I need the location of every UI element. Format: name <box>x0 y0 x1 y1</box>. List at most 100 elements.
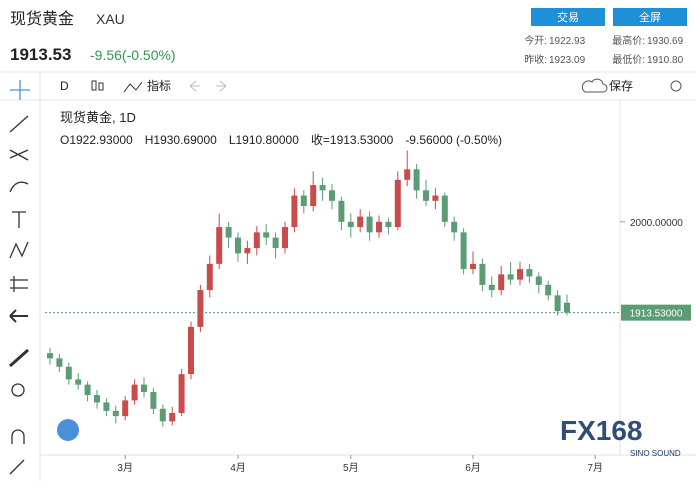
candle-body <box>310 185 317 207</box>
stat-label: 今开: <box>524 34 547 47</box>
candle-body <box>291 195 298 228</box>
legend-value: O1922.93000 <box>60 133 133 147</box>
candle-body <box>423 190 429 201</box>
candle-body <box>169 412 176 422</box>
legend-value: 收=1913.53000 <box>311 133 394 147</box>
candle-body <box>498 274 505 291</box>
candle-body <box>329 190 335 201</box>
candle-body <box>112 410 119 417</box>
x-tick-label: 5月 <box>343 462 359 474</box>
y-tick-label: 2000.00000 <box>630 218 683 229</box>
instrument-name: 现货黄金 <box>10 10 74 28</box>
candle-body <box>206 263 213 291</box>
candle-body <box>253 232 260 249</box>
stat-label: 昨收: <box>524 53 547 66</box>
x-tick-label: 3月 <box>117 462 133 474</box>
candle-body <box>432 195 439 201</box>
chart-title: 现货黄金, 1D <box>60 110 136 125</box>
candle-body <box>225 227 232 238</box>
candle-body <box>451 221 458 233</box>
candle-body <box>564 302 570 313</box>
crosshair-tool[interactable] <box>10 80 30 100</box>
candle-body <box>150 391 157 409</box>
candle-body <box>131 384 138 401</box>
candle-body <box>517 269 523 280</box>
candle-body <box>470 263 476 270</box>
candle-body <box>282 227 288 249</box>
stat-value: 1922.93 <box>549 36 586 47</box>
candle-body <box>394 179 401 228</box>
indicators[interactable]: 指标 <box>147 78 171 93</box>
candle-body <box>244 248 251 254</box>
measure-tool[interactable] <box>10 276 28 292</box>
x-tick-label: 7月 <box>587 462 603 474</box>
redo[interactable] <box>216 80 227 92</box>
candle-body <box>338 200 345 222</box>
candle-body <box>319 185 326 191</box>
watermark-sub: SINO SOUND <box>630 449 681 458</box>
magnet-tool[interactable] <box>11 429 25 444</box>
back-tool[interactable] <box>9 309 28 323</box>
x-tick-label: 4月 <box>230 462 246 474</box>
line-tool[interactable] <box>9 115 29 133</box>
candle-body <box>197 290 204 327</box>
interval[interactable]: D <box>60 79 69 93</box>
save[interactable]: 保存 <box>609 79 633 93</box>
candle-body <box>56 358 63 367</box>
candle-body <box>178 374 185 413</box>
fullscreen-button[interactable] <box>613 8 687 26</box>
zoom-tool[interactable] <box>11 383 25 397</box>
settings[interactable] <box>670 80 682 92</box>
fib-tool[interactable] <box>9 149 29 161</box>
pattern-tool[interactable] <box>9 241 29 259</box>
candle-body <box>188 326 194 375</box>
candle-body <box>272 237 279 249</box>
candle-body <box>141 384 147 392</box>
fullscreen-label[interactable]: 全屏 <box>639 10 661 24</box>
symbol: XAU <box>96 11 125 27</box>
candle-body <box>366 216 373 233</box>
candle-body <box>488 284 495 291</box>
stat-label: 最高价: <box>612 34 645 47</box>
candle-body <box>159 408 166 422</box>
x-tick-label: 6月 <box>465 462 481 474</box>
legend-value: -9.56000 (-0.50%) <box>405 133 502 147</box>
stat-value: 1923.09 <box>549 55 586 66</box>
price: 1913.53 <box>10 45 71 64</box>
candle-body <box>300 195 307 207</box>
candle-body <box>413 169 420 191</box>
candle-body <box>263 232 270 238</box>
cloud-icon[interactable] <box>581 78 608 93</box>
trade-button[interactable] <box>531 8 605 26</box>
brush-tool[interactable] <box>9 181 29 193</box>
candle-body <box>84 384 91 396</box>
candle-body <box>65 366 72 380</box>
pencil-tool[interactable] <box>9 459 25 475</box>
candle-body <box>347 221 354 228</box>
trade-label[interactable]: 交易 <box>557 10 579 24</box>
logo <box>57 419 79 441</box>
candle-body <box>554 295 561 312</box>
candle-icon[interactable] <box>91 80 104 91</box>
candle-body <box>75 379 82 385</box>
watermark: FX168 <box>560 415 643 446</box>
stat-value: 1910.80 <box>647 55 684 66</box>
indicator-icon[interactable] <box>123 81 143 93</box>
candle-body <box>385 221 392 228</box>
candle-body <box>441 195 448 222</box>
candle-body <box>94 395 100 403</box>
text-tool[interactable] <box>12 211 26 228</box>
candle-body <box>404 169 411 180</box>
last-price-box <box>621 304 691 321</box>
ruler-tool[interactable] <box>9 348 29 368</box>
candle-body <box>526 269 533 277</box>
candle-body <box>122 400 129 417</box>
candle-body <box>216 227 223 264</box>
candle-body <box>460 232 467 270</box>
undo[interactable] <box>189 80 200 92</box>
stat-label: 最低价: <box>612 53 645 66</box>
stat-value: 1930.69 <box>647 36 684 47</box>
legend-value: H1930.69000 <box>145 133 217 147</box>
candle-body <box>103 402 110 411</box>
